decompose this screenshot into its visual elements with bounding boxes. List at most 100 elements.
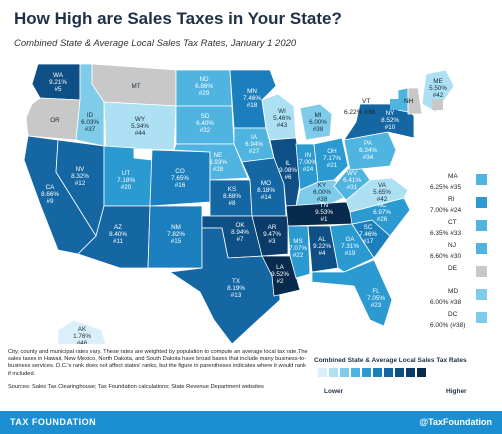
state-fl-label: #23 bbox=[371, 302, 382, 309]
side-item-swatch bbox=[390, 99, 401, 110]
state-ar-label: AR bbox=[268, 224, 277, 231]
state-sd-label: SD bbox=[201, 113, 210, 120]
state-mi-label: 6.00% bbox=[309, 119, 327, 126]
legend-swatch-2 bbox=[329, 368, 338, 377]
state-oh[interactable] bbox=[313, 137, 349, 183]
state-ut-label: #20 bbox=[121, 184, 132, 191]
footer-handle[interactable]: @TaxFoundation bbox=[419, 417, 492, 427]
state-ms[interactable] bbox=[287, 225, 311, 279]
footer-org: TAX FOUNDATION bbox=[10, 417, 97, 427]
legend-swatch-8 bbox=[395, 368, 404, 377]
state-la-label: LA bbox=[276, 264, 285, 271]
state-tx[interactable] bbox=[168, 227, 281, 344]
state-ar-label: #3 bbox=[268, 238, 276, 245]
state-ok-label: 8.94% bbox=[231, 229, 249, 236]
side-item-swatch bbox=[476, 197, 487, 208]
state-sd-label: #32 bbox=[200, 127, 211, 134]
state-pa-label: 6.34% bbox=[359, 147, 377, 154]
state-wy-label: #44 bbox=[135, 130, 146, 137]
state-pa-label: PA bbox=[364, 140, 373, 147]
side-item-md[interactable]: MD 6.00% #38 bbox=[426, 288, 496, 312]
state-ms-label: #22 bbox=[293, 252, 304, 259]
state-tn-label: 9.53% bbox=[315, 209, 333, 216]
side-item-abbrev: MD bbox=[448, 288, 459, 295]
state-co-label: 7.65% bbox=[171, 175, 189, 182]
state-nm-label: NM bbox=[171, 224, 181, 231]
side-item-value: 6.60% #30 bbox=[430, 253, 462, 260]
state-ga-label: GA bbox=[345, 236, 355, 243]
state-al-label: AL bbox=[318, 236, 326, 243]
side-item-nj[interactable]: NJ 6.60% #30 bbox=[426, 242, 496, 266]
state-ar[interactable] bbox=[251, 215, 289, 257]
side-item-swatch bbox=[476, 174, 487, 185]
side-item-nh[interactable]: NH bbox=[382, 98, 452, 122]
legend-scale bbox=[318, 368, 426, 377]
state-wv-label: 6.41% bbox=[343, 177, 361, 184]
state-me[interactable] bbox=[421, 69, 455, 113]
state-ut-label: 7.18% bbox=[117, 177, 135, 184]
state-oh-label: OH bbox=[327, 148, 337, 155]
state-tx-label: TX bbox=[232, 278, 241, 285]
side-item-value: 6.22% #36 bbox=[344, 109, 376, 116]
state-nh[interactable] bbox=[407, 87, 423, 115]
state-nc-label: 6.97% bbox=[373, 209, 391, 216]
state-mo-label: MO bbox=[261, 180, 271, 187]
side-item-ri[interactable]: RI 7.00% #24 bbox=[426, 196, 496, 220]
state-mi-label: #38 bbox=[313, 126, 324, 133]
legend-lower-label: Lower bbox=[324, 388, 344, 395]
state-me-label: ME bbox=[433, 78, 442, 85]
state-va-label: VA bbox=[378, 182, 387, 189]
state-ga[interactable] bbox=[329, 223, 375, 273]
side-item-vt[interactable]: VT 6.22% #36 bbox=[340, 98, 410, 122]
side-item-swatch bbox=[476, 266, 487, 277]
state-va-label: 5.65% bbox=[373, 189, 391, 196]
state-co-label: #16 bbox=[175, 182, 186, 189]
side-item-abbrev: RI bbox=[448, 196, 455, 203]
side-item-ma[interactable]: MA 6.25% #35 bbox=[426, 173, 496, 197]
legend-swatch-4 bbox=[351, 368, 360, 377]
side-item-dc[interactable]: DC 6.00% (#38) bbox=[426, 311, 496, 335]
state-ak[interactable] bbox=[57, 319, 106, 344]
state-nm-label: 7.82% bbox=[167, 231, 185, 238]
state-wv-label: #31 bbox=[347, 184, 358, 191]
side-item-abbrev: CT bbox=[448, 219, 457, 226]
side-item-de[interactable]: DE bbox=[426, 265, 496, 289]
legend-swatch-1 bbox=[318, 368, 327, 377]
state-ok-label: #7 bbox=[236, 236, 244, 243]
state-ny-label: #10 bbox=[385, 124, 396, 131]
side-item-swatch bbox=[476, 243, 487, 254]
state-fl[interactable] bbox=[311, 259, 393, 327]
state-wi-label: WI bbox=[278, 108, 286, 115]
state-il-label: #6 bbox=[284, 174, 292, 181]
state-mi[interactable] bbox=[299, 103, 333, 141]
state-nm-label: #15 bbox=[171, 238, 182, 245]
state-la[interactable] bbox=[261, 255, 301, 297]
state-ne-label: NE bbox=[214, 152, 223, 159]
state-wa-label: 9.21% bbox=[49, 79, 67, 86]
state-tx-label: #13 bbox=[231, 292, 242, 299]
side-item-ct[interactable]: CT 6.35% #33 bbox=[426, 219, 496, 243]
state-nd-label: ND bbox=[199, 76, 209, 83]
state-ak-label: AK bbox=[78, 326, 87, 333]
side-item-value: 6.00% (#38) bbox=[430, 322, 466, 329]
state-va-label: #42 bbox=[377, 196, 388, 203]
state-ms-label: 7.07% bbox=[289, 245, 307, 252]
state-ks-label: #8 bbox=[228, 200, 236, 207]
state-ak-label: #46 bbox=[77, 340, 88, 344]
state-tx-label: 8.19% bbox=[227, 285, 245, 292]
state-ar-label: 9.47% bbox=[263, 231, 281, 238]
state-id-label: 6.03% bbox=[81, 119, 99, 126]
state-wa-label: #5 bbox=[54, 86, 62, 93]
state-sd-label: 6.40% bbox=[196, 120, 214, 127]
side-item-value: 6.35% #33 bbox=[430, 230, 462, 237]
side-item-abbrev: NH bbox=[404, 98, 414, 105]
state-wa-label: WA bbox=[53, 72, 64, 79]
state-co-label: CO bbox=[175, 168, 185, 175]
state-mo-label: 8.18% bbox=[257, 187, 275, 194]
state-or-label: OR bbox=[50, 117, 60, 124]
state-in-label: IN bbox=[305, 152, 312, 159]
state-mo-label: #14 bbox=[261, 194, 272, 201]
state-sc-label: 7.46% bbox=[359, 231, 377, 238]
state-ia-label: 6.94% bbox=[245, 141, 263, 148]
state-ky-label: 6.00% bbox=[313, 189, 331, 196]
